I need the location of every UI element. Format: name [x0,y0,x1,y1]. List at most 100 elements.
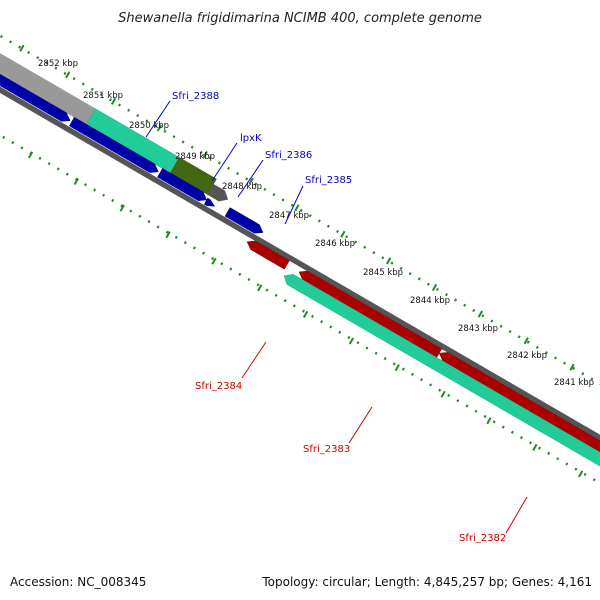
minor-tick [63,71,67,75]
major-tick [165,231,171,239]
ruler-label: 2841 kbp [554,378,594,388]
minor-tick [438,388,442,392]
minor-tick [420,378,423,382]
major-tick [523,337,529,345]
minor-tick [447,393,451,398]
minor-tick [408,272,412,276]
gene-label-sfri-2382[interactable]: Sfri_2382 [459,533,506,544]
minor-tick [326,224,330,228]
minor-tick [9,40,13,44]
minor-tick [381,256,385,260]
major-tick [578,470,584,478]
reverse-cds-sfri-2383[interactable] [298,270,443,358]
minor-tick [99,92,103,97]
accession-text: Accession: NC_008345 [10,575,146,589]
minor-tick [183,241,187,245]
minor-tick [120,204,124,208]
minor-tick [90,87,94,91]
forward-cds-sfri-2385[interactable] [224,207,264,234]
minor-tick [111,198,115,203]
minor-tick [374,351,378,355]
forward-cds-lpxk[interactable] [157,168,208,201]
minor-tick [220,262,224,266]
minor-tick [83,183,87,187]
reverse-cds-sfri-2384[interactable] [246,240,290,270]
minor-tick [18,45,22,49]
minor-tick [517,335,521,339]
minor-tick [463,303,467,307]
minor-tick [181,140,185,144]
gene-label-sfri-2388[interactable]: Sfri_2388 [172,91,219,102]
ruler-label: 2851 kbp [83,91,123,101]
major-tick [394,364,400,372]
minor-tick [410,372,414,377]
major-tick [569,363,575,371]
major-tick [348,337,355,345]
minor-tick [417,277,421,281]
rna-feature-sfri-2383[interactable] [283,273,600,484]
outer-major-ticks [19,44,575,371]
minor-tick [472,308,476,313]
minor-tick [227,166,230,170]
major-tick [119,204,125,212]
minor-tick [583,472,587,477]
minor-tick [102,193,106,197]
gray-feature-tip [207,183,229,202]
gene-label-sfri-2383[interactable]: Sfri_2383 [303,444,350,455]
minor-tick [499,324,503,328]
forward-cds-1[interactable] [0,60,71,122]
minor-tick [47,162,51,166]
gene-label-sfri-2386[interactable]: Sfri_2386 [265,150,312,161]
map-title: Shewanella frigidimarina NCIMB 400, comp… [118,11,482,26]
minor-tick [320,320,324,324]
minor-tick [529,441,532,445]
minor-tick [501,425,505,429]
feature-layer [0,53,600,484]
minor-tick [274,293,278,297]
major-tick [156,124,163,132]
forward-cds-sfri-2388[interactable] [68,116,159,173]
minor-tick [390,261,394,265]
gene-label-sfri-2385[interactable]: Sfri_2385 [305,175,352,186]
minor-tick [372,250,376,255]
ruler-label: 2846 kbp [315,239,355,249]
gene-label-lpxk[interactable]: lpxK [240,133,262,144]
ruler-label: 2842 kbp [507,351,547,361]
leader-sfri-2384 [241,341,267,379]
major-tick [477,310,483,318]
minor-tick [38,156,42,161]
minor-tick [56,167,60,171]
minor-tick [490,319,494,323]
minor-tick [445,293,448,297]
minor-tick [456,399,460,403]
minor-tick [544,351,548,355]
minor-tick [147,219,151,224]
minor-tick [474,409,478,413]
minor-tick [311,314,314,318]
minor-tick [199,150,203,155]
minor-tick [574,467,578,471]
major-tick [202,150,208,159]
topology-text: Topology: circular; Length: 4,845,257 bp… [261,575,592,589]
minor-tick [301,309,305,313]
leader-lpxk [211,142,238,182]
minor-tick [492,420,496,424]
major-tick [532,443,538,451]
minor-tick [238,272,242,276]
major-tick [302,310,309,318]
major-tick [27,151,34,159]
minor-tick [329,325,333,329]
reverse-cds-sfri-2382[interactable] [438,352,600,474]
minor-tick [281,198,285,202]
minor-tick [465,404,469,408]
minor-tick [256,283,260,287]
minor-tick [93,188,97,192]
minor-tick [192,246,196,250]
minor-tick [383,357,387,361]
minor-tick [392,362,396,366]
forward-cds-sfri-2386[interactable] [203,197,216,207]
minor-tick [365,346,369,350]
gene-label-sfri-2384[interactable]: Sfri_2384 [195,381,242,392]
minor-tick [481,314,485,318]
leader-sfri-2386 [237,159,264,198]
